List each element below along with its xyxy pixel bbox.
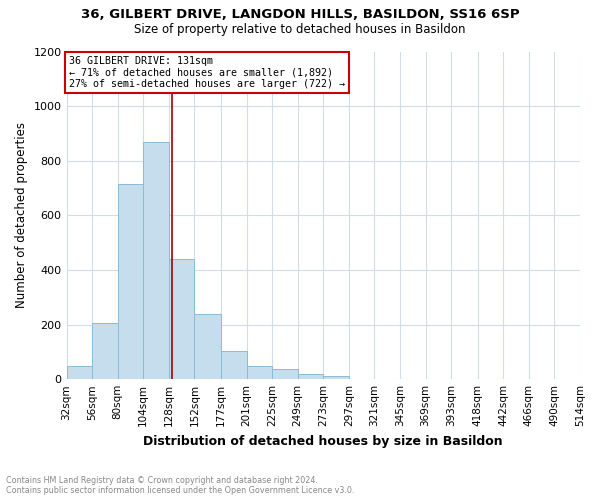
Bar bbox=[221, 351, 247, 379]
X-axis label: Distribution of detached houses by size in Basildon: Distribution of detached houses by size … bbox=[143, 434, 503, 448]
Bar bbox=[323, 376, 349, 379]
Bar bbox=[169, 259, 194, 379]
Bar bbox=[143, 142, 169, 379]
Bar bbox=[298, 374, 323, 379]
Text: Contains HM Land Registry data © Crown copyright and database right 2024.
Contai: Contains HM Land Registry data © Crown c… bbox=[6, 476, 355, 495]
Text: Size of property relative to detached houses in Basildon: Size of property relative to detached ho… bbox=[134, 22, 466, 36]
Text: 36, GILBERT DRIVE, LANGDON HILLS, BASILDON, SS16 6SP: 36, GILBERT DRIVE, LANGDON HILLS, BASILD… bbox=[80, 8, 520, 20]
Bar bbox=[67, 366, 92, 379]
Bar bbox=[118, 184, 143, 379]
Bar bbox=[247, 366, 272, 379]
Bar bbox=[272, 369, 298, 379]
Y-axis label: Number of detached properties: Number of detached properties bbox=[15, 122, 28, 308]
Text: 36 GILBERT DRIVE: 131sqm
← 71% of detached houses are smaller (1,892)
27% of sem: 36 GILBERT DRIVE: 131sqm ← 71% of detach… bbox=[68, 56, 344, 89]
Bar bbox=[92, 322, 118, 379]
Bar bbox=[194, 314, 221, 379]
